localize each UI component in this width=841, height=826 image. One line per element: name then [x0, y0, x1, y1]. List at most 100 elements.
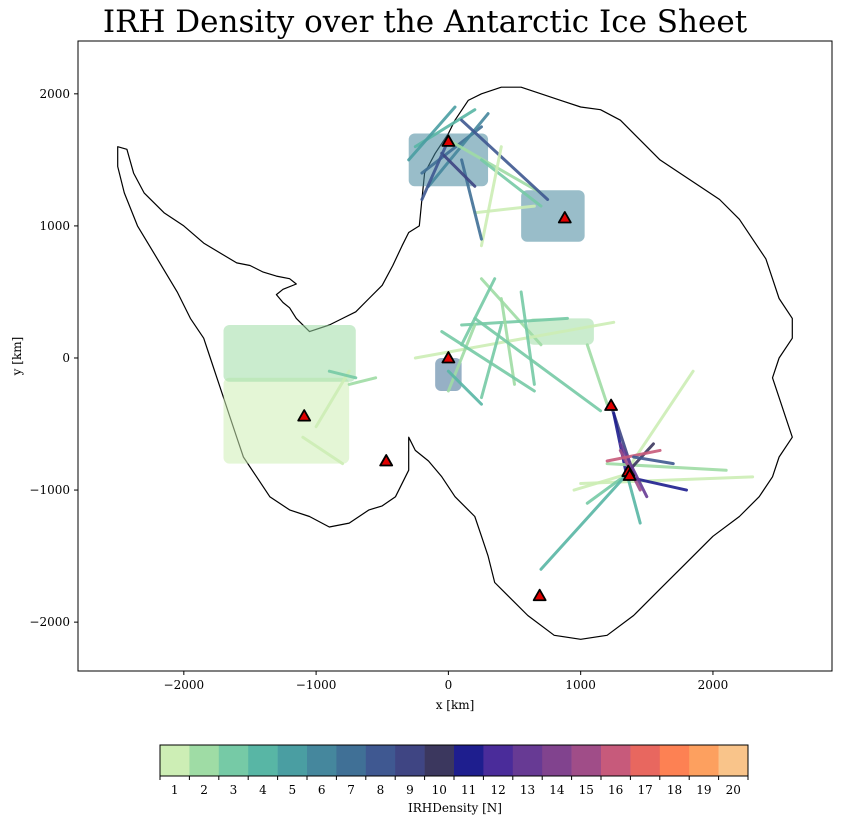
track-segment	[479, 145, 503, 248]
track-segment	[446, 323, 477, 393]
colorbar-tick-label: 20	[726, 783, 741, 797]
colorbar-swatches	[160, 745, 749, 776]
station-marker	[622, 468, 637, 481]
x-tick-label: −1000	[296, 678, 337, 692]
data-patch-layer	[223, 133, 594, 464]
station-marker	[532, 588, 547, 602]
plot-area	[77, 40, 833, 672]
colorbar-tick-label: 15	[579, 783, 594, 797]
colorbar-swatch	[689, 745, 719, 776]
colorbar-tick-label: 3	[230, 783, 238, 797]
colorbar-swatch	[160, 745, 190, 776]
track-segment	[440, 330, 536, 393]
colorbar-swatch	[601, 745, 631, 776]
track-segment	[446, 138, 543, 195]
track-segment	[407, 105, 457, 162]
colorbar-tick-label: 2	[200, 783, 208, 797]
colorbar-swatch	[571, 745, 602, 776]
colorbar-tick-label: 10	[432, 783, 447, 797]
colorbar-tick-label: 19	[696, 783, 711, 797]
x-tick-label: −2000	[164, 678, 205, 692]
y-tick-label: 0	[62, 351, 70, 365]
track-segment	[618, 442, 649, 499]
y-tick-label: 1000	[39, 219, 70, 233]
station-marker-layer	[297, 134, 637, 602]
colorbar-tick-label: 4	[259, 783, 267, 797]
colorbar-tick-label: 6	[318, 783, 326, 797]
colorbar-swatch	[483, 745, 514, 776]
track-segment	[347, 376, 378, 386]
x-tick-label: 2000	[698, 678, 729, 692]
colorbar-swatch	[424, 745, 455, 776]
colorbar-swatch	[189, 745, 220, 776]
station-marker	[441, 134, 456, 147]
track-segment	[314, 369, 351, 429]
colorbar-tick-label: 1	[171, 783, 179, 797]
track-segment	[479, 277, 543, 347]
track-segment	[327, 369, 358, 380]
colorbar-swatch	[218, 745, 249, 776]
track-segment	[572, 472, 629, 492]
track-segment	[460, 316, 569, 327]
coastline-layer	[117, 86, 793, 640]
colorbar-swatch	[718, 745, 749, 776]
colorbar-tick-label: 16	[608, 783, 623, 797]
track-segment	[301, 435, 345, 466]
station-marker	[297, 409, 312, 422]
station-marker	[557, 211, 572, 224]
colorbar-swatch	[307, 745, 337, 776]
coastline	[117, 86, 793, 640]
x-tick-label: 0	[445, 678, 453, 692]
track-segment	[473, 316, 603, 413]
colorbar-swatch	[277, 745, 308, 776]
colorbar-swatch	[365, 745, 396, 776]
track-segment	[427, 112, 490, 188]
y-axis-label: y [km]	[10, 337, 24, 377]
colorbar-tick-label: 18	[667, 783, 682, 797]
track-segment	[625, 472, 642, 525]
colorbar-tick-label: 7	[347, 783, 355, 797]
track-segment	[460, 277, 497, 347]
colorbar-tick-label: 17	[637, 783, 652, 797]
colorbar-swatch	[542, 745, 572, 776]
colorbar-tick-label: 11	[461, 783, 476, 797]
track-segment	[539, 472, 629, 571]
track-segment	[579, 475, 755, 485]
colorbar-tick-label: 9	[406, 783, 414, 797]
track-segment	[585, 472, 629, 505]
colorbar-swatch	[395, 745, 425, 776]
track-layer	[301, 105, 755, 571]
track-segment	[585, 343, 609, 406]
colorbar: 1 2 3 4 5 6 7 8 9 10 11 12 13 14 15 16 17 18 19 20 IRHDensi…	[159, 744, 749, 815]
colorbar-tick-label: 8	[377, 783, 385, 797]
station-marker	[604, 398, 618, 411]
y-tick-label: −1000	[29, 483, 70, 497]
track-segment	[446, 369, 483, 406]
track-segment	[460, 118, 550, 201]
track-segment	[420, 138, 450, 201]
y-axis-ticks: −2000 −1000 0 1000 2000	[29, 87, 78, 629]
colorbar-ticks: 1 2 3 4 5 6 7 8 9 10 11 12 13 14 15 16 17 18 19 20	[159, 776, 749, 797]
colorbar-label: IRHDensity [N]	[408, 801, 502, 815]
track-segment	[440, 151, 477, 188]
x-axis-ticks: −2000 −1000 0 1000 2000	[164, 671, 729, 692]
x-tick-label: 1000	[565, 678, 596, 692]
colorbar-swatch	[659, 745, 690, 776]
track-segment	[479, 158, 543, 208]
colorbar-tick-label: 14	[549, 783, 565, 797]
colorbar-swatch	[248, 745, 278, 776]
y-tick-label: 2000	[39, 87, 70, 101]
plot-frame	[77, 40, 833, 672]
density-patch	[223, 324, 356, 382]
station-marker	[379, 454, 394, 467]
chart-title: IRH Density over the Antarctic Ice Sheet	[103, 4, 748, 40]
density-patch	[223, 377, 350, 464]
colorbar-swatch	[336, 745, 367, 776]
colorbar-swatch	[630, 745, 661, 776]
colorbar-tick-label: 5	[288, 783, 296, 797]
track-segment	[460, 158, 483, 241]
station-marker	[441, 351, 456, 364]
track-segment	[632, 455, 675, 466]
colorbar-tick-label: 12	[490, 783, 505, 797]
